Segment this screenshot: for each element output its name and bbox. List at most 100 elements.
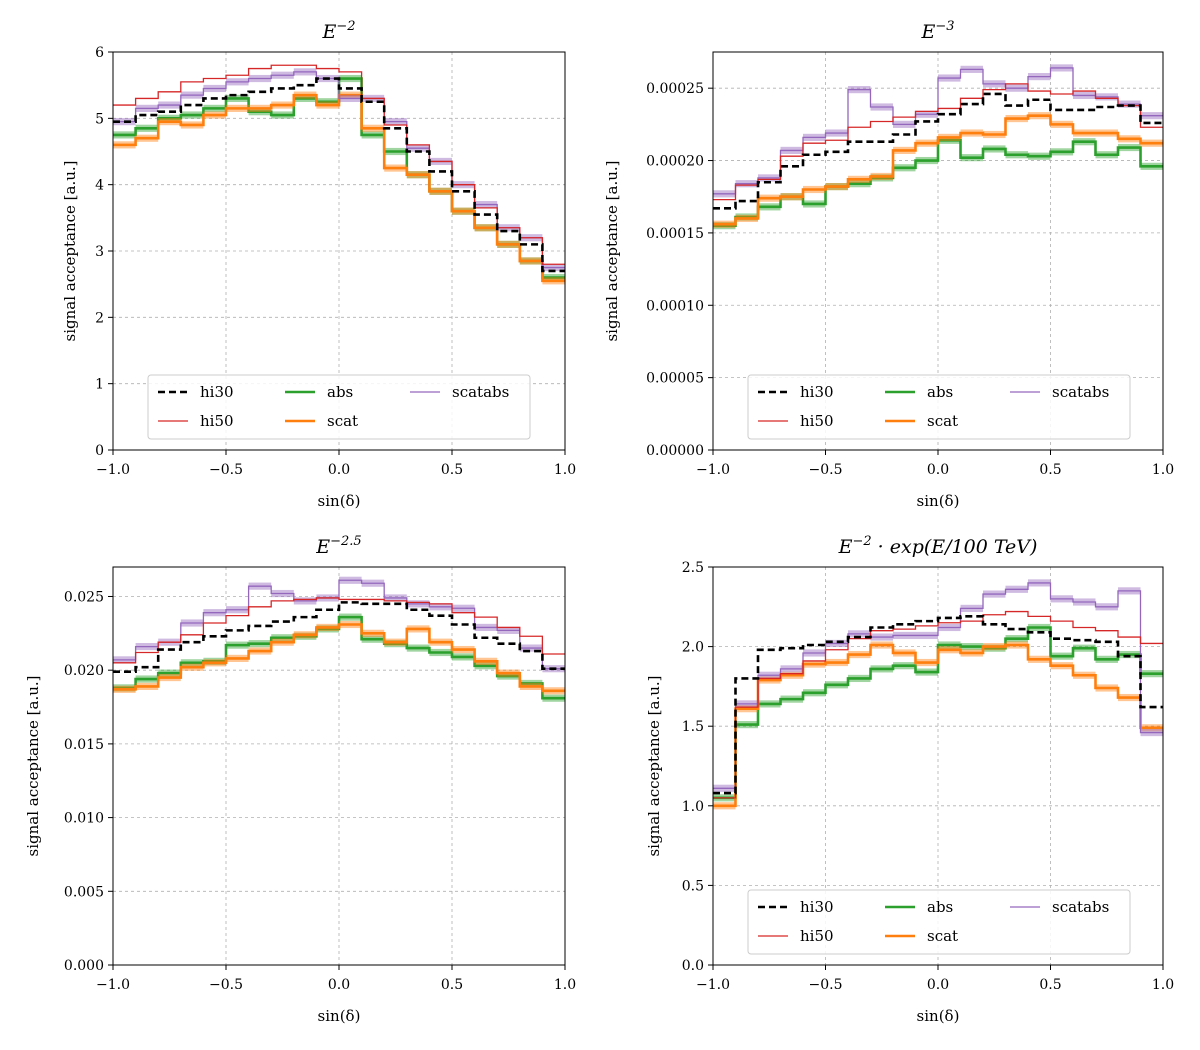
- x-axis-label: sin(δ): [318, 492, 361, 510]
- y-axis-label: signal acceptance [a.u.]: [645, 675, 663, 856]
- legend-label-scatabs: scatabs: [452, 383, 509, 401]
- y-tick-label: 1.0: [682, 799, 704, 815]
- series-line-scatabs: [713, 582, 1163, 789]
- x-tick-label: 0.5: [1039, 462, 1061, 478]
- y-tick-label: 0.5: [682, 878, 704, 894]
- y-axis-label: signal acceptance [a.u.]: [603, 160, 621, 341]
- y-tick-label: 2.5: [682, 560, 704, 576]
- series-hi30: [113, 77, 565, 273]
- y-tick-label: 0.00020: [646, 154, 704, 170]
- legend-label-hi30: hi30: [800, 898, 834, 916]
- x-tick-label: −0.5: [809, 977, 843, 993]
- legend-label-scatabs: scatabs: [1052, 898, 1109, 916]
- x-tick-label: 0.0: [328, 977, 350, 993]
- series-scat: [713, 641, 1163, 810]
- y-tick-label: 5: [95, 111, 104, 127]
- legend-label-abs: abs: [927, 383, 953, 401]
- series-hi50: [713, 83, 1163, 201]
- y-axis-label: signal acceptance [a.u.]: [61, 160, 79, 341]
- series-line-scatabs: [113, 579, 565, 670]
- x-tick-label: −0.5: [809, 462, 843, 478]
- series-scat: [713, 112, 1163, 228]
- series-scat: [113, 620, 565, 695]
- y-tick-label: 4: [95, 178, 104, 194]
- y-tick-label: 0.010: [64, 811, 104, 827]
- legend-label-scat: scat: [327, 412, 358, 430]
- x-tick-label: −0.5: [209, 462, 243, 478]
- y-tick-label: 1: [95, 377, 104, 393]
- series-hi50: [713, 610, 1163, 799]
- legend-box: [147, 374, 531, 440]
- y-tick-label: 0.0: [682, 958, 704, 974]
- chart-title: E−2 · exp(E/100 TeV): [838, 534, 1038, 558]
- x-tick-label: 0.5: [441, 977, 463, 993]
- x-tick-label: −0.5: [209, 977, 243, 993]
- panel-3: −1.0 −0.5 0.0 0.5 1.00.0000.0050.0100.0150.0…: [24, 534, 576, 1025]
- legend-label-scat: scat: [927, 412, 958, 430]
- series-line-abs: [113, 615, 565, 700]
- legend-label-hi50: hi50: [800, 412, 834, 430]
- series-line-hi30: [113, 77, 565, 273]
- y-tick-label: 0.00000: [646, 443, 704, 459]
- series-scat: [113, 91, 565, 285]
- series-abs: [113, 613, 565, 702]
- x-tick-label: −1.0: [696, 462, 730, 478]
- y-axis: 0.000 0.005 0.010 0.015 0.020 0.025: [64, 589, 113, 974]
- legend-label-hi50: hi50: [800, 927, 834, 945]
- y-tick-label: 0.020: [64, 663, 104, 679]
- x-tick-label: 0.5: [1039, 977, 1061, 993]
- series-abs: [713, 136, 1163, 230]
- y-tick-label: 0.015: [64, 737, 104, 753]
- x-axis-label: sin(δ): [318, 1007, 361, 1025]
- x-tick-label: 1.0: [554, 462, 576, 478]
- y-tick-label: 0.025: [64, 589, 104, 605]
- x-tick-label: −1.0: [696, 977, 730, 993]
- x-tick-label: 0.0: [328, 462, 350, 478]
- x-tick-label: 1.0: [1152, 462, 1174, 478]
- y-tick-label: 0.005: [64, 884, 104, 900]
- y-tick-label: 0.00005: [646, 371, 704, 387]
- y-axis: 0.00000 0.00005 0.00010 0.00015 0.00020 0.000…: [646, 81, 713, 459]
- series-line-hi30: [713, 615, 1163, 795]
- chart-title: E−2: [321, 19, 355, 43]
- series-line-hi50: [713, 610, 1163, 799]
- series-hi50: [113, 64, 565, 265]
- grid: [113, 567, 565, 965]
- y-tick-label: 0.00015: [646, 226, 704, 242]
- series-hi30: [713, 615, 1163, 795]
- x-tick-label: 0.0: [927, 462, 949, 478]
- legend: hi30 hi50 abs scat scatabs: [747, 374, 1131, 440]
- x-tick-label: 1.0: [554, 977, 576, 993]
- chart-title: E−2.5: [315, 534, 361, 558]
- legend-label-hi50: hi50: [200, 412, 234, 430]
- x-axis: −1.0 −0.5 0.0 0.5 1.0: [696, 965, 1174, 993]
- panel-1: −1.0 −0.5 0.0 0.5 1.0 0 1 2 3 4 5 6 sin(δ) signal acc…: [61, 19, 576, 510]
- legend-label-abs: abs: [327, 383, 353, 401]
- y-tick-label: 0: [95, 443, 104, 459]
- chart-title: E−3: [920, 19, 954, 43]
- x-tick-label: −1.0: [96, 977, 130, 993]
- legend-label-hi30: hi30: [200, 383, 234, 401]
- y-axis: 0.0 0.5 1.0 1.5 2.0 2.5: [682, 560, 713, 974]
- y-axis-label: signal acceptance [a.u.]: [24, 675, 42, 856]
- y-tick-label: 0.00010: [646, 298, 704, 314]
- legend-label-abs: abs: [927, 898, 953, 916]
- y-tick-label: 2.0: [682, 640, 704, 656]
- legend-label-scat: scat: [927, 927, 958, 945]
- x-axis-label: sin(δ): [917, 1007, 960, 1025]
- series-line-hi30: [713, 92, 1163, 210]
- y-tick-label: 0.000: [64, 958, 104, 974]
- y-axis: 0 1 2 3 4 5 6: [95, 45, 113, 459]
- series-hi30: [113, 601, 565, 673]
- legend-box: [747, 889, 1131, 955]
- series-line-scat: [713, 114, 1163, 226]
- legend-label-scatabs: scatabs: [1052, 383, 1109, 401]
- x-tick-label: 1.0: [1152, 977, 1174, 993]
- legend: hi30 hi50 abs scat scatabs: [747, 889, 1131, 955]
- legend-box: [747, 374, 1131, 440]
- x-axis-label: sin(δ): [917, 492, 960, 510]
- legend: hi30 hi50 abs scat scatabs: [147, 374, 531, 440]
- series-line-hi30: [113, 601, 565, 673]
- series-line-scatabs: [713, 67, 1163, 195]
- series-line-hi50: [113, 64, 565, 265]
